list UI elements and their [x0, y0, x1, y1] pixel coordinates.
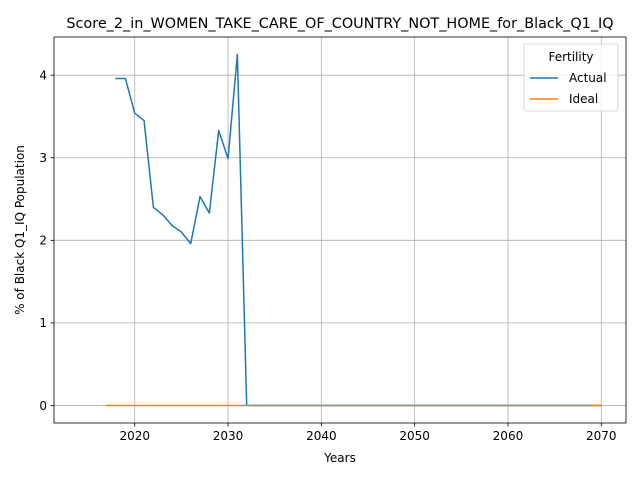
legend-title: Fertility — [548, 50, 593, 64]
x-tick-label: 2020 — [119, 429, 150, 443]
legend-label-actual: Actual — [569, 71, 607, 85]
y-tick-label: 1 — [39, 316, 47, 330]
y-tick-label: 0 — [39, 399, 47, 413]
y-axis-ticks: 0 1 2 3 4 — [39, 68, 54, 413]
x-tick-label: 2040 — [306, 429, 337, 443]
x-axis-label: Years — [323, 451, 356, 465]
y-axis-label: % of Black Q1_IQ Population — [13, 145, 27, 315]
x-tick-label: 2060 — [493, 429, 524, 443]
chart-title: Score_2_in_WOMEN_TAKE_CARE_OF_COUNTRY_NO… — [66, 16, 613, 32]
legend-label-ideal: Ideal — [569, 92, 598, 106]
y-tick-label: 2 — [39, 234, 47, 248]
x-axis-ticks: 2020 2030 2040 2050 2060 2070 — [119, 423, 617, 443]
plot-area-frame — [53, 36, 627, 424]
y-tick-label: 4 — [39, 68, 47, 82]
x-tick-label: 2030 — [213, 429, 244, 443]
legend-box — [523, 43, 619, 112]
x-tick-label: 2070 — [586, 429, 617, 443]
y-tick-label: 3 — [39, 151, 47, 165]
series-lines — [105, 53, 603, 407]
legend: Fertility Actual Ideal — [523, 43, 619, 112]
x-tick-label: 2050 — [399, 429, 430, 443]
